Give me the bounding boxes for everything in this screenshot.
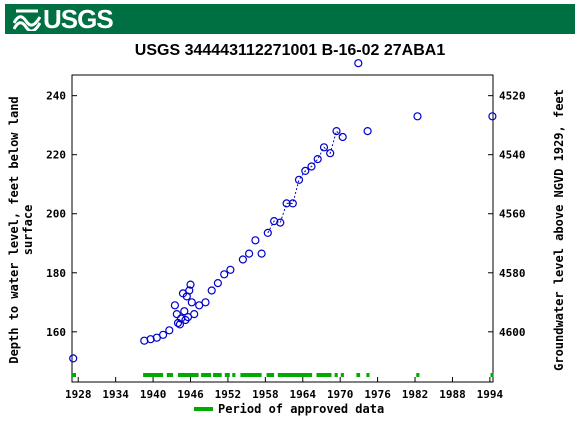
approved-period-bar xyxy=(240,373,262,377)
data-point xyxy=(220,270,229,279)
x-tick-label: 1946 xyxy=(177,388,204,401)
y-axis-label-right: Groundwater level above NGVD 1929, feet xyxy=(552,89,566,371)
y-tick-label-left: 240 xyxy=(46,90,66,103)
data-point xyxy=(172,310,181,319)
x-tick-label: 1964 xyxy=(290,388,317,401)
data-point xyxy=(288,199,297,208)
data-point xyxy=(307,162,316,171)
data-point xyxy=(238,255,247,264)
approved-period-bar xyxy=(316,373,332,377)
y-tick-label-right: 4580 xyxy=(499,267,526,280)
usgs-banner: USGS xyxy=(0,0,580,38)
x-tick-label: 1982 xyxy=(402,388,429,401)
y-tick-label-left: 200 xyxy=(46,208,66,221)
approved-period-bar xyxy=(224,373,230,377)
data-point xyxy=(313,155,322,164)
y-tick-label-left: 160 xyxy=(46,326,66,339)
data-point xyxy=(186,280,195,289)
data-point xyxy=(180,307,189,316)
y-axis-label-left-line2: surface xyxy=(21,205,35,256)
data-point xyxy=(159,330,168,339)
approved-period-bar xyxy=(143,373,164,377)
y-axis-label-left-line1: Depth to water level, feet below land xyxy=(7,96,21,363)
data-point xyxy=(190,310,199,319)
data-point xyxy=(165,326,174,335)
x-tick-label: 1928 xyxy=(65,388,92,401)
approved-period-bar xyxy=(213,373,222,377)
data-point xyxy=(187,298,196,307)
x-tick-label: 1934 xyxy=(102,388,129,401)
data-point xyxy=(282,199,291,208)
data-point xyxy=(170,301,179,310)
data-point xyxy=(226,265,235,274)
legend-label: Period of approved data xyxy=(218,402,384,416)
data-point xyxy=(207,286,216,295)
data-point xyxy=(201,298,210,307)
approved-period-bar xyxy=(416,373,420,377)
approved-period-bar xyxy=(166,373,173,377)
data-point xyxy=(354,59,363,68)
approved-marker xyxy=(72,373,76,377)
data-point xyxy=(413,112,422,121)
data-point xyxy=(257,249,266,258)
y-tick-label-right: 4540 xyxy=(499,149,526,162)
approved-period-bar xyxy=(178,373,199,377)
approved-period-bar xyxy=(366,373,370,377)
banner-bar: USGS xyxy=(5,4,575,34)
usgs-wave-icon xyxy=(13,9,41,31)
x-tick-label: 1976 xyxy=(364,388,391,401)
approved-period-bar xyxy=(232,373,236,377)
chart-title: USGS 344443112271001 B-16-02 27ABA1 xyxy=(134,42,446,59)
data-point xyxy=(319,143,329,152)
approved-period-bar xyxy=(340,373,344,377)
data-point xyxy=(326,149,335,158)
y-tick-label-left: 220 xyxy=(46,149,66,162)
y-tick-label-right: 4600 xyxy=(499,326,526,339)
dashed-connector xyxy=(267,130,344,234)
approved-period-bar xyxy=(356,373,361,377)
legend: Period of approved data xyxy=(194,402,384,416)
data-point xyxy=(363,127,372,136)
usgs-logo-text: USGS xyxy=(43,3,114,34)
data-point xyxy=(332,127,341,136)
x-tick-label: 1958 xyxy=(252,388,279,401)
data-point xyxy=(276,218,285,227)
data-point xyxy=(175,320,184,329)
data-point xyxy=(245,249,254,258)
plot-frame xyxy=(71,74,494,383)
data-point xyxy=(301,166,310,175)
data-point xyxy=(338,132,347,142)
data-point xyxy=(195,301,204,310)
approved-period-bar xyxy=(201,373,212,377)
data-point xyxy=(263,228,272,237)
y-tick-label-right: 4560 xyxy=(499,208,526,221)
data-point xyxy=(488,112,497,121)
data-point xyxy=(213,279,222,288)
data-point xyxy=(251,236,260,245)
data-point xyxy=(185,286,194,295)
approved-period-bar xyxy=(277,373,313,377)
approved-period-bar xyxy=(490,373,494,377)
data-point xyxy=(294,175,304,184)
legend-swatch xyxy=(194,407,213,411)
approved-period-bar xyxy=(266,373,275,377)
x-tick-label: 1994 xyxy=(477,388,504,401)
usgs-logo[interactable]: USGS xyxy=(13,3,114,34)
x-tick-label: 1940 xyxy=(140,388,167,401)
x-tick-label: 1970 xyxy=(327,388,354,401)
x-tick-label: 1988 xyxy=(439,388,466,401)
data-point xyxy=(69,354,78,363)
y-tick-label-left: 180 xyxy=(46,267,66,280)
x-tick-label: 1952 xyxy=(215,388,242,401)
y-tick-label-right: 4520 xyxy=(499,90,526,103)
approved-period-bar xyxy=(334,373,338,377)
